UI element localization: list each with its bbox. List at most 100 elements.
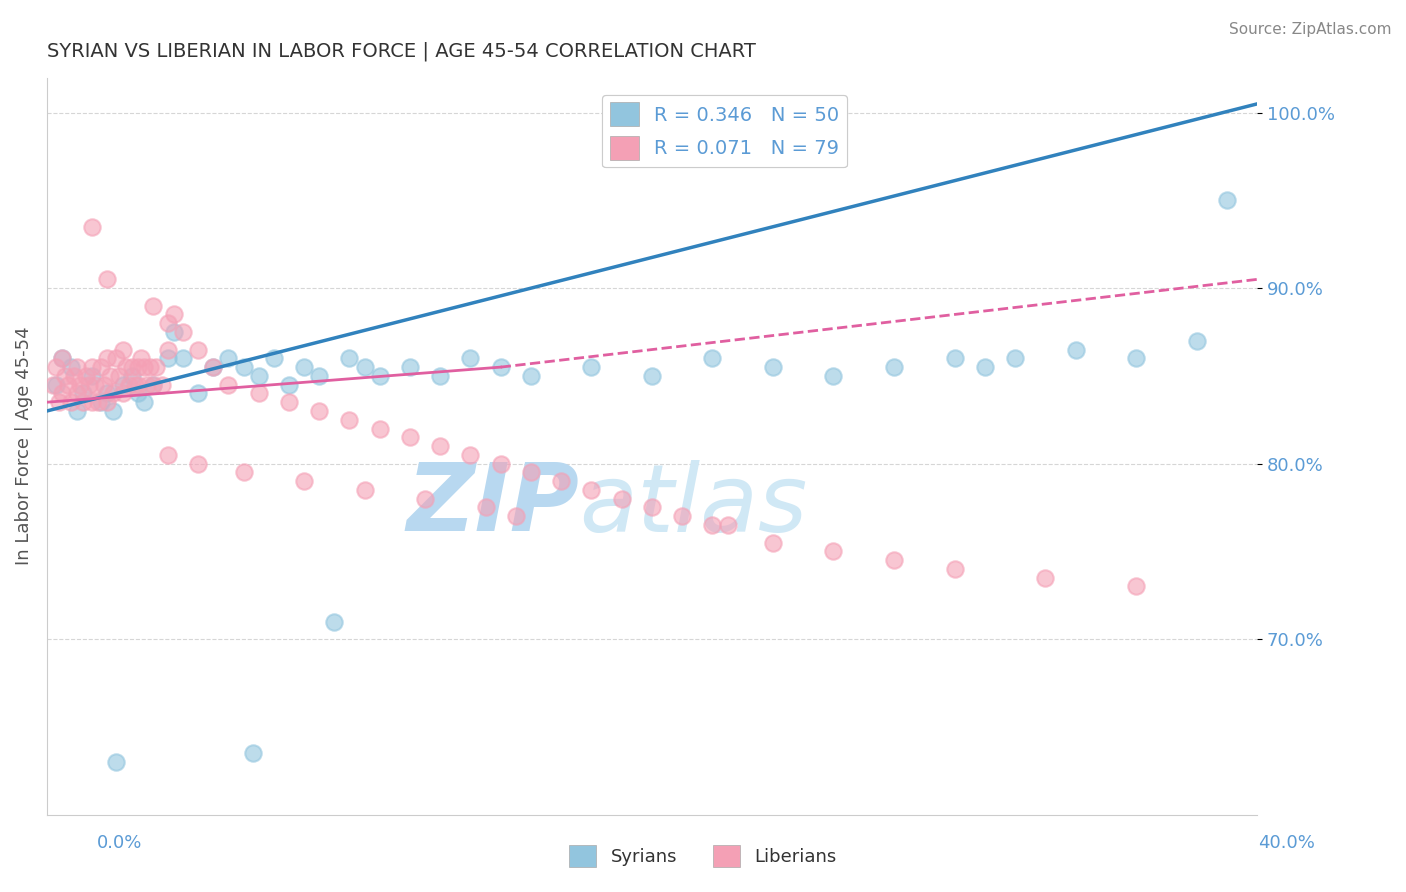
Point <box>883 553 905 567</box>
Point <box>489 457 512 471</box>
Point <box>66 386 89 401</box>
Point <box>671 509 693 524</box>
Point <box>323 615 346 629</box>
Point <box>82 219 104 234</box>
Point <box>762 360 785 375</box>
Legend: Syrians, Liberians: Syrians, Liberians <box>562 838 844 874</box>
Text: atlas: atlas <box>579 459 807 550</box>
Point <box>135 377 157 392</box>
Point <box>263 351 285 366</box>
Point <box>84 377 107 392</box>
Point <box>1125 351 1147 366</box>
Point <box>232 360 254 375</box>
Point <box>103 404 125 418</box>
Point <box>111 343 134 357</box>
Point <box>103 386 125 401</box>
Point <box>308 404 330 418</box>
Point <box>247 386 270 401</box>
Point <box>77 377 100 392</box>
Point <box>96 386 118 401</box>
Point <box>973 360 995 375</box>
Point <box>474 500 496 515</box>
Point <box>142 377 165 392</box>
Point <box>339 413 361 427</box>
Point <box>145 360 167 375</box>
Point <box>581 360 603 375</box>
Point <box>429 368 451 383</box>
Point <box>202 360 225 375</box>
Point <box>1033 571 1056 585</box>
Point <box>460 448 482 462</box>
Point <box>45 360 67 375</box>
Point <box>90 395 112 409</box>
Point <box>550 474 572 488</box>
Point <box>1064 343 1087 357</box>
Text: SYRIAN VS LIBERIAN IN LABOR FORCE | AGE 45-54 CORRELATION CHART: SYRIAN VS LIBERIAN IN LABOR FORCE | AGE … <box>46 42 756 62</box>
Point <box>142 377 165 392</box>
Point <box>277 377 299 392</box>
Point <box>60 360 83 375</box>
Point <box>505 509 527 524</box>
Point <box>1216 194 1239 208</box>
Point <box>90 360 112 375</box>
Point <box>413 491 436 506</box>
Point <box>1185 334 1208 348</box>
Text: Source: ZipAtlas.com: Source: ZipAtlas.com <box>1229 22 1392 37</box>
Point <box>156 343 179 357</box>
Point <box>823 368 845 383</box>
Point <box>96 395 118 409</box>
Text: 0.0%: 0.0% <box>97 834 142 852</box>
Point <box>172 325 194 339</box>
Point <box>60 395 83 409</box>
Point <box>242 746 264 760</box>
Point <box>1125 579 1147 593</box>
Point <box>127 377 149 392</box>
Point <box>399 430 422 444</box>
Point <box>702 518 724 533</box>
Point <box>93 377 115 392</box>
Point <box>163 308 186 322</box>
Point <box>762 535 785 549</box>
Point <box>139 360 162 375</box>
Point <box>48 395 70 409</box>
Point <box>641 368 664 383</box>
Point <box>69 377 91 392</box>
Point <box>111 377 134 392</box>
Point <box>66 404 89 418</box>
Point <box>100 368 122 383</box>
Point <box>96 351 118 366</box>
Point <box>641 500 664 515</box>
Point <box>82 360 104 375</box>
Text: ZIP: ZIP <box>406 459 579 551</box>
Point <box>292 474 315 488</box>
Point <box>121 368 143 383</box>
Point <box>127 386 149 401</box>
Point <box>96 272 118 286</box>
Point <box>51 351 73 366</box>
Point <box>232 466 254 480</box>
Point <box>156 448 179 462</box>
Point <box>883 360 905 375</box>
Point <box>172 351 194 366</box>
Point <box>187 457 209 471</box>
Text: 40.0%: 40.0% <box>1258 834 1315 852</box>
Point <box>51 351 73 366</box>
Point <box>53 368 76 383</box>
Point <box>156 316 179 330</box>
Point <box>368 368 391 383</box>
Point <box>202 360 225 375</box>
Point <box>368 421 391 435</box>
Point <box>108 368 131 383</box>
Point <box>132 395 155 409</box>
Point <box>353 483 375 497</box>
Point <box>1004 351 1026 366</box>
Point <box>63 368 86 383</box>
Point <box>292 360 315 375</box>
Point <box>353 360 375 375</box>
Point <box>520 466 543 480</box>
Point <box>520 368 543 383</box>
Point <box>163 325 186 339</box>
Point <box>75 368 97 383</box>
Point <box>105 351 128 366</box>
Point <box>129 351 152 366</box>
